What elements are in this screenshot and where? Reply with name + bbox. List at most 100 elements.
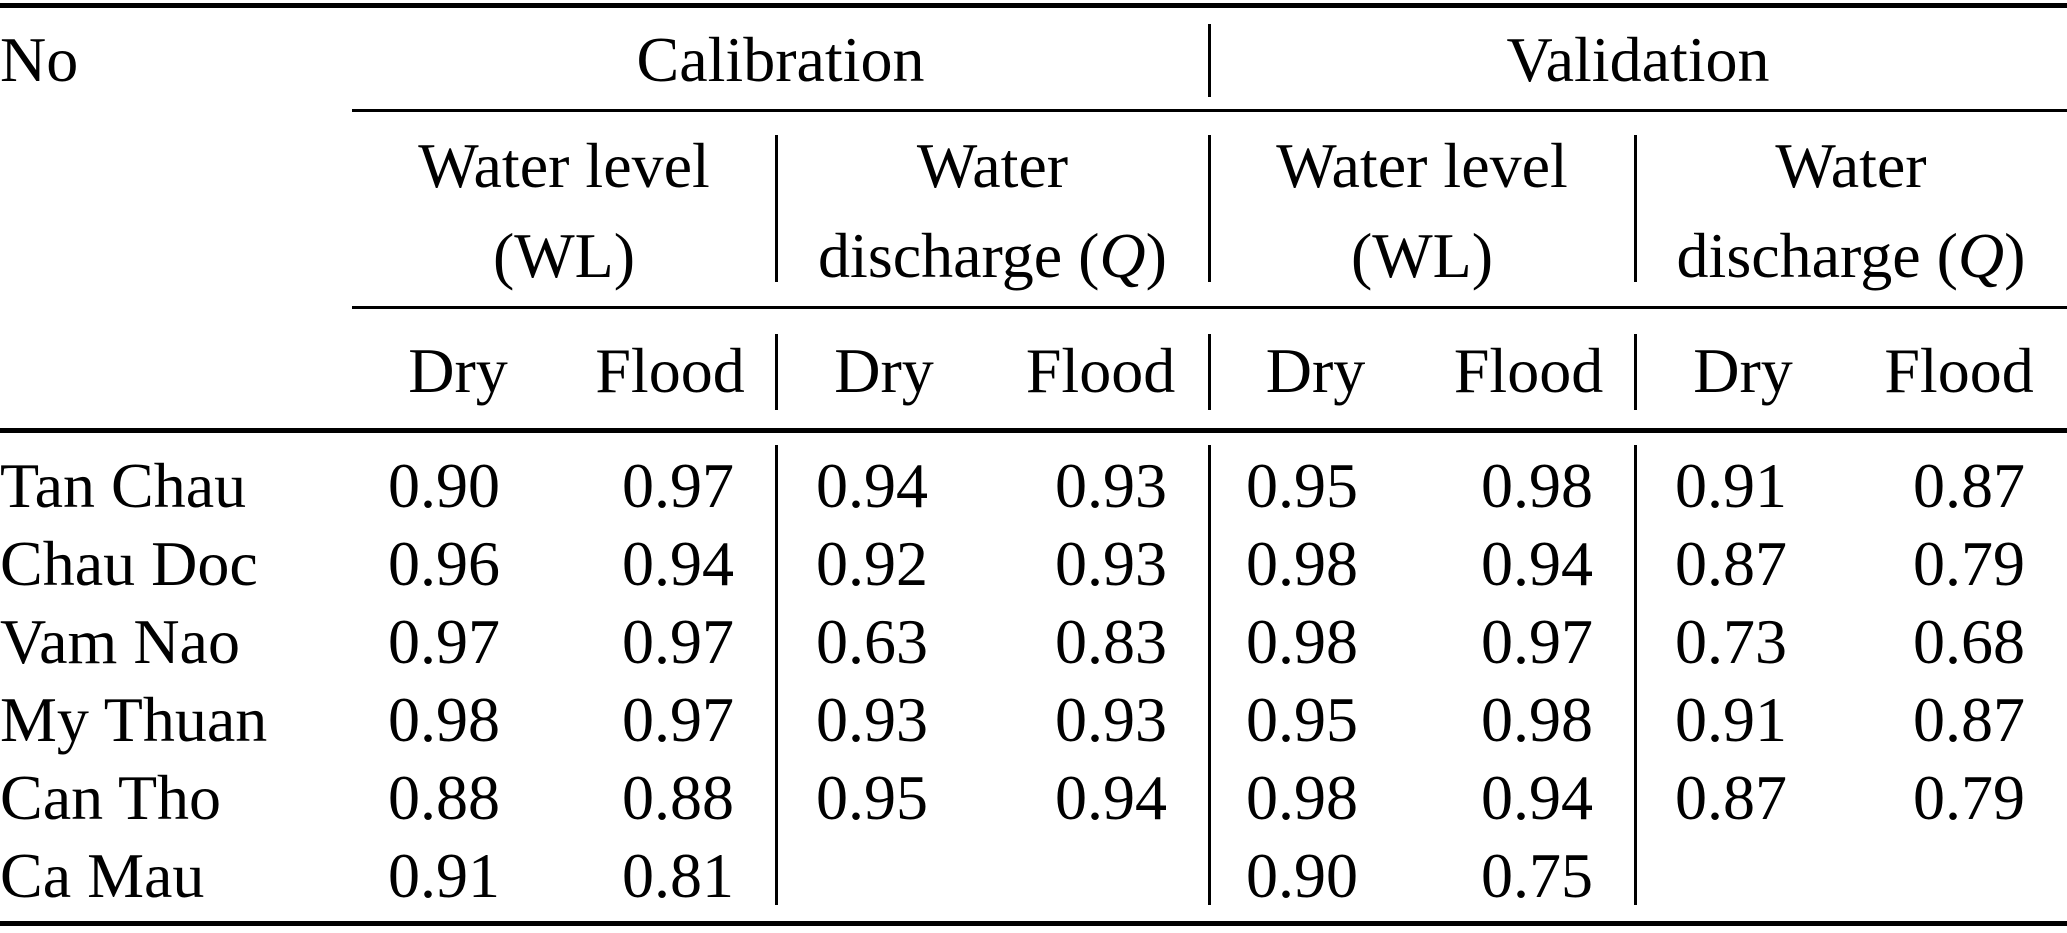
station-name: Vam Nao [0, 606, 240, 677]
value-cell: 0.98 [1481, 684, 1593, 755]
subgroup-line2: discharge (Q) [1676, 219, 2026, 291]
value-cell: 0.97 [388, 606, 500, 677]
divider-calibration-wl-q-data [775, 445, 778, 905]
table-row: Vam Nao 0.97 0.97 0.63 0.83 0.98 0.97 0.… [0, 603, 2067, 681]
season-header-flood: Flood [1884, 335, 2034, 406]
value-cell: 0.93 [816, 684, 928, 755]
season-header-dry: Dry [834, 335, 934, 406]
subgroup-line1: Water [916, 129, 1069, 201]
header-row-variables: Water level (WL) Water discharge (Q) Wat… [0, 112, 2067, 309]
season-header-flood: Flood [1025, 335, 1176, 406]
value-cell: 0.97 [622, 684, 734, 755]
value-cell [992, 837, 1209, 915]
value-cell: 0.88 [388, 762, 500, 833]
divider-calibration-wl-q-seasons [775, 334, 778, 410]
value-cell: 0.83 [1055, 606, 1167, 677]
value-cell: 0.95 [1246, 450, 1358, 521]
value-cell: 0.90 [1246, 840, 1358, 911]
value-cell: 0.73 [1675, 606, 1787, 677]
subgroup-line1: Water level [418, 129, 710, 201]
value-cell: 0.79 [1913, 528, 2025, 599]
value-cell: 0.81 [622, 840, 734, 911]
divider-validation-wl-q-seasons [1634, 334, 1637, 410]
table-rule-under-variable-headers [352, 306, 2067, 309]
value-cell [776, 837, 992, 915]
table-rule-bottom [0, 921, 2067, 926]
value-cell: 0.97 [622, 450, 734, 521]
symbol: Q [1957, 219, 2005, 291]
value-cell [1851, 837, 2067, 915]
table-row: Tan Chau 0.90 0.97 0.94 0.93 0.95 0.98 0… [0, 433, 2067, 525]
value-cell: 0.94 [816, 450, 928, 521]
subgroup-line2: (WL) [1350, 219, 1494, 291]
subgroup-line1: Water [1775, 129, 1927, 201]
station-name: Can Tho [0, 762, 222, 833]
validation-water-discharge-header: Water discharge (Q) [1635, 112, 2067, 309]
divider-calibration-validation-data [1208, 445, 1211, 905]
value-cell: 0.98 [1246, 762, 1358, 833]
station-column-header: No [0, 24, 79, 95]
value-cell: 0.95 [1246, 684, 1358, 755]
table-row: My Thuan 0.98 0.97 0.93 0.93 0.95 0.98 0… [0, 681, 2067, 759]
season-header-dry: Dry [1265, 335, 1366, 406]
value-cell: 0.63 [816, 606, 928, 677]
value-cell: 0.91 [1675, 450, 1787, 521]
value-cell: 0.79 [1913, 762, 2025, 833]
divider-calibration-validation-header [1208, 24, 1211, 97]
value-cell: 0.94 [1481, 762, 1593, 833]
station-name: Chau Doc [0, 528, 258, 599]
table-row: Can Tho 0.88 0.88 0.95 0.94 0.98 0.94 0.… [0, 759, 2067, 837]
value-cell: 0.96 [388, 528, 500, 599]
value-cell: 0.68 [1913, 606, 2025, 677]
value-cell: 0.97 [1481, 606, 1593, 677]
value-cell: 0.87 [1675, 528, 1787, 599]
value-cell: 0.93 [1055, 684, 1167, 755]
station-name: My Thuan [0, 684, 268, 755]
divider-validation-wl-q-data [1634, 445, 1637, 905]
divider-calibration-wl-q-variables [775, 135, 778, 282]
calibration-water-level-header: Water level (WL) [352, 112, 776, 309]
subgroup-line1: Water level [1276, 129, 1568, 201]
station-name: Ca Mau [0, 840, 205, 911]
validation-water-level-header: Water level (WL) [1209, 112, 1635, 309]
table-row: Ca Mau 0.91 0.81 0.90 0.75 [0, 837, 2067, 915]
value-cell: 0.94 [1055, 762, 1167, 833]
validation-group-header: Validation [1506, 24, 1770, 95]
season-header-dry: Dry [1693, 335, 1793, 406]
season-header-dry: Dry [408, 335, 508, 406]
station-name: Tan Chau [0, 450, 247, 521]
value-cell: 0.87 [1913, 684, 2025, 755]
table-rule-under-top-groups [352, 109, 2067, 112]
empty-cell [0, 112, 352, 309]
subgroup-line2: discharge (Q) [818, 219, 1167, 291]
value-cell: 0.75 [1481, 840, 1593, 911]
value-cell: 0.98 [1246, 528, 1358, 599]
value-cell: 0.98 [1481, 450, 1593, 521]
value-cell: 0.92 [816, 528, 928, 599]
season-header-flood: Flood [1453, 335, 1604, 406]
value-cell: 0.90 [388, 450, 500, 521]
season-header-flood: Flood [595, 335, 745, 406]
table-row: Chau Doc 0.96 0.94 0.92 0.93 0.98 0.94 0… [0, 525, 2067, 603]
subgroup-line2: (WL) [492, 219, 636, 291]
value-cell: 0.98 [1246, 606, 1358, 677]
value-cell: 0.93 [1055, 450, 1167, 521]
value-cell: 0.93 [1055, 528, 1167, 599]
value-cell: 0.87 [1675, 762, 1787, 833]
value-cell: 0.88 [622, 762, 734, 833]
table-rule-top [0, 3, 2067, 8]
value-cell: 0.94 [622, 528, 734, 599]
empty-cell [0, 309, 352, 433]
value-cell: 0.97 [622, 606, 734, 677]
divider-validation-wl-q-variables [1634, 135, 1637, 282]
value-cell: 0.91 [388, 840, 500, 911]
value-cell: 0.98 [388, 684, 500, 755]
value-cell [1635, 837, 1851, 915]
calibration-group-header: Calibration [636, 24, 925, 95]
divider-calibration-validation-variables [1208, 135, 1211, 282]
value-cell: 0.95 [816, 762, 928, 833]
divider-calibration-validation-seasons [1208, 334, 1211, 410]
header-row-seasons: Dry Flood Dry Flood Dry Flood Dry Flood [0, 309, 2067, 433]
header-row-top: No Calibration Validation [0, 8, 2067, 112]
